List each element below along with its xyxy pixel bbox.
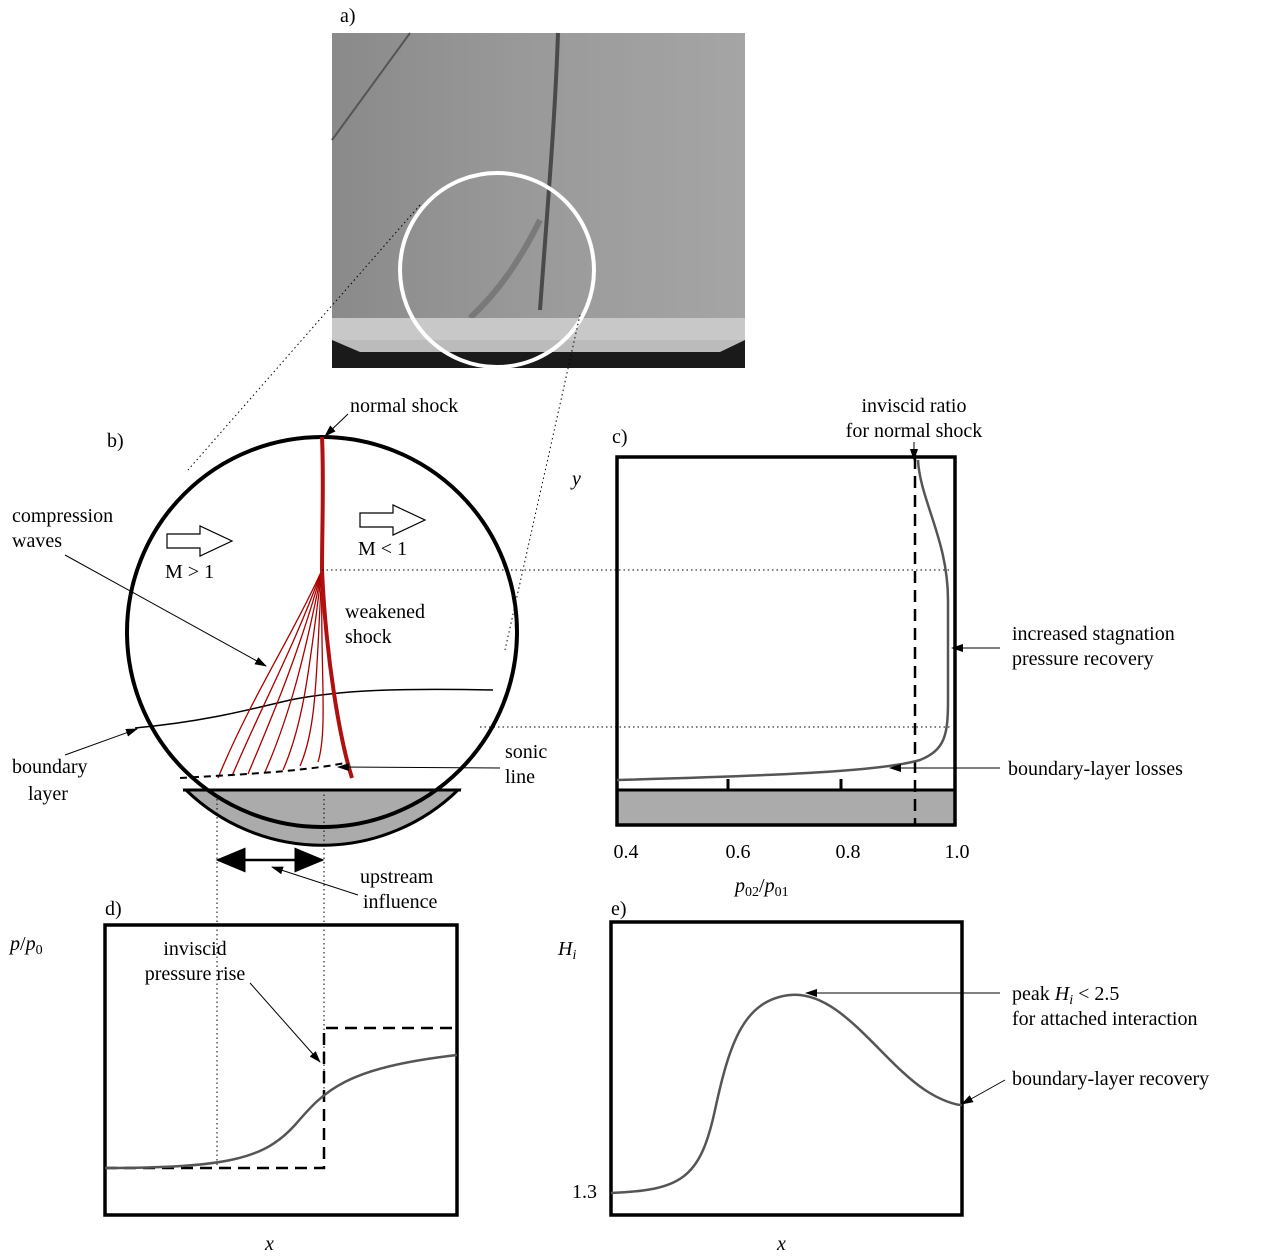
label: shock: [345, 626, 392, 648]
t: p: [24, 933, 36, 955]
shape-factor-curve: [611, 995, 962, 1193]
axis-label: Hi: [557, 938, 576, 963]
panel-label: d): [105, 898, 122, 920]
tick-label: 0.8: [836, 841, 861, 863]
tick-label: 1.3: [572, 1181, 597, 1203]
label: line: [505, 766, 535, 788]
label: influence: [363, 891, 438, 913]
tick-label: 1.0: [945, 841, 970, 863]
pointer: [65, 729, 137, 755]
plot-frame: [611, 922, 962, 1215]
pointer: [250, 983, 320, 1062]
pointer: [962, 1080, 1005, 1104]
figure: a) b) normal shock compression waves M >…: [0, 0, 1264, 1256]
panel-label: a): [340, 5, 356, 27]
label: sonic: [505, 741, 547, 763]
pointer: [338, 767, 500, 768]
pointer: [272, 867, 358, 895]
label: normal shock: [350, 395, 458, 417]
label: boundary-layer recovery: [1012, 1068, 1209, 1090]
label: compression: [12, 505, 113, 527]
tick-label: 0.4: [614, 841, 639, 863]
label: layer: [28, 783, 68, 805]
guide-line: [217, 570, 950, 1168]
label: boundary: [12, 756, 88, 778]
axis-label: x: [264, 1233, 274, 1255]
t: < 2.5: [1073, 983, 1119, 1005]
label: inviscid ratio: [862, 395, 967, 417]
plot-frame: [617, 457, 955, 825]
axis-label: y: [570, 468, 581, 490]
schlieren-photo: [332, 33, 745, 368]
panel-label: b): [107, 430, 124, 452]
axis-label: x: [776, 1233, 786, 1255]
t: i: [572, 948, 576, 963]
wall: [617, 790, 955, 825]
label: weakened: [345, 601, 425, 623]
label: increased stagnation: [1012, 623, 1175, 645]
profile-curve: [617, 460, 948, 780]
panel-label: c): [612, 426, 628, 448]
label: inviscid: [163, 938, 226, 960]
t: p: [8, 933, 20, 955]
label: pressure recovery: [1012, 648, 1154, 670]
t: H: [557, 938, 574, 960]
t: p: [763, 875, 775, 897]
pointer: [325, 414, 348, 436]
t: 0: [36, 943, 43, 958]
t: 01: [775, 885, 789, 900]
pressure-curve: [105, 1055, 457, 1168]
tick-label: 0.6: [726, 841, 751, 863]
t: peak: [1012, 983, 1055, 1005]
axis-label: p/p0: [8, 933, 43, 958]
panel-label: e): [611, 898, 627, 920]
label: M < 1: [358, 538, 407, 560]
label: M > 1: [165, 561, 214, 583]
label: waves: [12, 530, 62, 552]
inviscid-step: [105, 1028, 457, 1168]
label: pressure rise: [145, 963, 246, 985]
t: p: [733, 875, 745, 897]
label: for normal shock: [846, 420, 983, 442]
label: peak Hi < 2.5: [1012, 983, 1119, 1008]
t: H: [1054, 983, 1071, 1005]
label: for attached interaction: [1012, 1008, 1197, 1030]
zoom-circle: [127, 437, 517, 845]
axis-label: p02/p01: [733, 875, 789, 900]
label: upstream: [360, 866, 434, 888]
t: 02: [745, 885, 759, 900]
label: boundary-layer losses: [1008, 758, 1183, 780]
